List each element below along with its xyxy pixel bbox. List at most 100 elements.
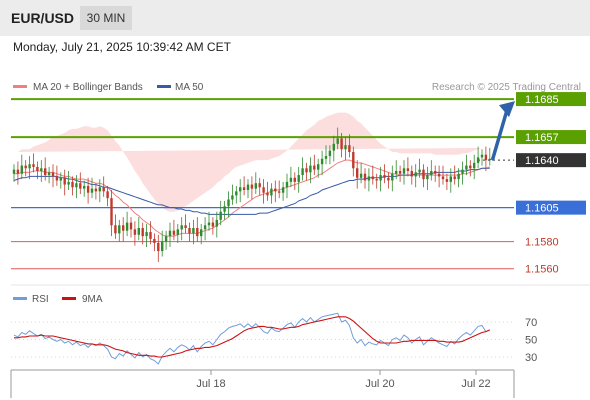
candle-body bbox=[262, 187, 265, 193]
candle-body bbox=[387, 177, 390, 181]
candle-body bbox=[363, 173, 367, 181]
candle-body bbox=[211, 222, 215, 227]
candle-body bbox=[67, 181, 70, 185]
candle-body bbox=[207, 222, 211, 226]
candle-body bbox=[461, 169, 464, 174]
rsi-tick-label: 50 bbox=[525, 335, 537, 347]
candle-body bbox=[406, 168, 410, 171]
candle-body bbox=[110, 198, 113, 226]
ma50-line bbox=[13, 167, 490, 215]
candle-body bbox=[223, 206, 226, 212]
candle-body bbox=[324, 156, 328, 159]
timestamp: Monday, July 21, 2025 10:39:42 AM CET bbox=[13, 40, 231, 54]
candle-body bbox=[133, 229, 137, 235]
candle-body bbox=[157, 242, 160, 252]
candle-body bbox=[332, 143, 335, 151]
candle-body bbox=[441, 176, 445, 180]
candle-body bbox=[219, 211, 222, 220]
candle-body bbox=[125, 222, 129, 231]
rsi-legend-label: RSI bbox=[32, 294, 49, 305]
candle-body bbox=[227, 199, 230, 207]
rsi-legend-swatch bbox=[13, 297, 27, 300]
candle-body bbox=[434, 171, 437, 174]
candle-body bbox=[122, 225, 125, 231]
candle-body bbox=[457, 173, 460, 180]
ma9-legend-label: 9MA bbox=[82, 294, 103, 305]
candle-body bbox=[172, 230, 176, 235]
candle-body bbox=[192, 228, 195, 234]
candle-body bbox=[480, 154, 484, 158]
candle-body bbox=[114, 225, 117, 234]
candle-body bbox=[348, 145, 351, 152]
price-level-label: 1.1657 bbox=[525, 132, 559, 144]
rsi-tick-label: 30 bbox=[525, 352, 537, 364]
price-level-label: 1.1640 bbox=[525, 155, 559, 167]
candle-body bbox=[98, 187, 101, 192]
candle-body bbox=[398, 171, 402, 174]
price-level-label: 1.1605 bbox=[525, 203, 559, 215]
candle-body bbox=[106, 191, 109, 199]
candle-body bbox=[161, 241, 164, 252]
price-level-box bbox=[516, 92, 586, 107]
price-level-label: 1.1560 bbox=[525, 264, 559, 276]
candle-body bbox=[258, 183, 261, 188]
candle-body bbox=[231, 195, 234, 200]
candle-body bbox=[320, 158, 324, 165]
candle-body bbox=[465, 165, 468, 170]
candle-body bbox=[340, 138, 343, 150]
candle-body bbox=[344, 145, 347, 150]
candle-body bbox=[44, 168, 47, 176]
price-level-label: 1.1685 bbox=[525, 94, 559, 106]
candle-body bbox=[118, 225, 121, 234]
candle-body bbox=[184, 225, 187, 228]
candle-body bbox=[336, 138, 339, 144]
candle-body bbox=[453, 176, 456, 180]
candle-body bbox=[215, 219, 218, 227]
candle-body bbox=[149, 232, 152, 239]
candle-body bbox=[90, 188, 94, 193]
timeframe-badge[interactable]: 30 MIN bbox=[80, 6, 132, 30]
candle-body bbox=[289, 177, 293, 182]
candle-body bbox=[437, 173, 441, 177]
candle-body bbox=[102, 187, 105, 192]
candle-body bbox=[176, 229, 179, 235]
source-label: Research © 2025 Trading Central bbox=[432, 82, 581, 93]
candle-body bbox=[12, 169, 16, 174]
price-level-box bbox=[516, 200, 586, 215]
candle-body bbox=[137, 228, 140, 235]
candle-body bbox=[79, 183, 82, 189]
candle-body bbox=[203, 225, 207, 230]
rsi-tick-label: 70 bbox=[525, 317, 537, 329]
candle-body bbox=[196, 228, 199, 237]
candle-body bbox=[379, 175, 382, 181]
candle-body bbox=[55, 176, 59, 181]
candle-body bbox=[391, 173, 394, 181]
candle-body bbox=[86, 185, 90, 193]
candle-body bbox=[476, 157, 480, 163]
candle-body bbox=[235, 191, 238, 196]
candle-body bbox=[449, 176, 452, 182]
candle-body bbox=[141, 228, 144, 237]
candle-body bbox=[375, 179, 378, 181]
candle-body bbox=[59, 177, 62, 181]
ma50-legend-label: MA 50 bbox=[175, 82, 204, 93]
candle-body bbox=[164, 236, 168, 242]
candle-body bbox=[402, 168, 406, 174]
candle-body bbox=[395, 171, 398, 174]
candle-body bbox=[414, 172, 417, 177]
candle-body bbox=[129, 222, 133, 230]
candle-body bbox=[422, 169, 425, 180]
candle-body bbox=[40, 168, 43, 171]
candle-body bbox=[309, 165, 312, 173]
candle-body bbox=[36, 166, 39, 171]
candle-body bbox=[445, 179, 449, 182]
x-tick-label: Jul 20 bbox=[365, 378, 394, 390]
price-panel: 1.1685 1.1657 1.1640 1.1605 1.1580 1.1560 bbox=[11, 92, 586, 276]
x-tick-label: Jul 22 bbox=[461, 378, 490, 390]
candle-body bbox=[484, 154, 488, 161]
candle-body bbox=[305, 168, 308, 173]
candle-body bbox=[297, 175, 300, 182]
candle-body bbox=[200, 229, 203, 237]
x-tick-label: Jul 18 bbox=[196, 378, 225, 390]
candle-body bbox=[383, 175, 386, 178]
